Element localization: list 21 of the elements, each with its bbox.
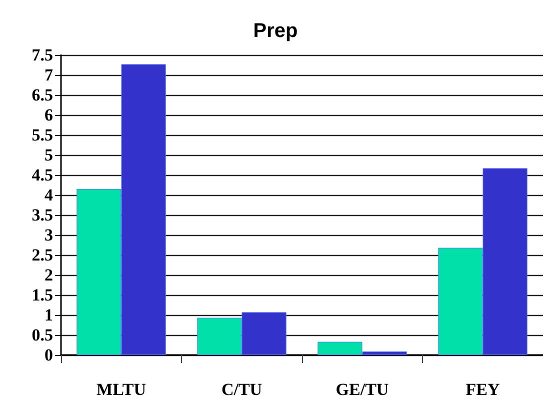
x-tick-label: GE/TU <box>336 380 389 399</box>
y-tick-label: 2 <box>44 266 53 284</box>
chart-title: Prep <box>253 20 298 42</box>
y-tick-label: 6.5 <box>32 86 53 104</box>
x-tick-label: MLTU <box>96 380 146 399</box>
y-tick-label: 3 <box>44 226 53 244</box>
y-tick-label: 7 <box>44 66 54 84</box>
y-tick-label: 0.5 <box>32 326 53 344</box>
y-tick-label: 2.5 <box>32 246 53 264</box>
x-tick-label: C/TU <box>221 380 262 399</box>
y-tick-label: 5 <box>44 146 53 164</box>
y-tick-label: 5.5 <box>32 126 53 144</box>
y-tick-label: 6 <box>44 106 53 124</box>
y-tick-label: 7.5 <box>32 46 53 64</box>
y-tick-label: 3.5 <box>32 206 53 224</box>
x-tick-label: FEY <box>466 380 500 399</box>
y-tick-label: 1 <box>44 306 53 324</box>
y-tick-label: 1.5 <box>32 286 53 304</box>
y-tick-label: 0 <box>44 346 53 364</box>
y-tick-label: 4 <box>44 186 54 204</box>
y-tick-label: 4.5 <box>32 166 53 184</box>
